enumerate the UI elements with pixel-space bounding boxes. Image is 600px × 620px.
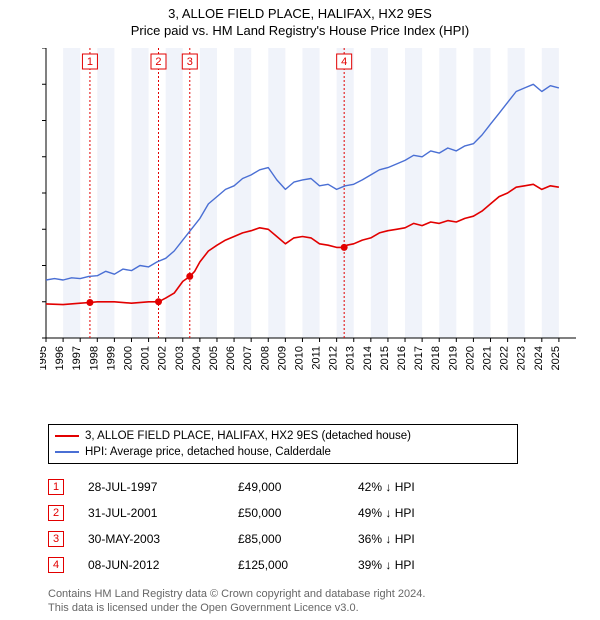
tx-row: 1 28-JUL-1997 £49,000 42% ↓ HPI xyxy=(48,474,600,500)
title-line1: 3, ALLOE FIELD PLACE, HALIFAX, HX2 9ES xyxy=(0,6,600,23)
svg-text:£100K: £100K xyxy=(40,260,41,272)
svg-text:1: 1 xyxy=(87,56,93,68)
svg-text:2011: 2011 xyxy=(311,346,323,370)
svg-text:2009: 2009 xyxy=(276,346,288,370)
svg-text:2017: 2017 xyxy=(413,346,425,370)
svg-text:2020: 2020 xyxy=(464,346,476,370)
tx-row: 2 31-JUL-2001 £50,000 49% ↓ HPI xyxy=(48,500,600,526)
svg-text:2006: 2006 xyxy=(225,346,237,370)
svg-text:2013: 2013 xyxy=(345,346,357,370)
tx-marker-4: 4 xyxy=(48,557,64,573)
tx-row: 4 08-JUN-2012 £125,000 39% ↓ HPI xyxy=(48,552,600,578)
legend-label-hpi: HPI: Average price, detached house, Cald… xyxy=(85,446,331,458)
svg-text:£150K: £150K xyxy=(40,224,41,236)
svg-text:2003: 2003 xyxy=(174,346,186,370)
chart-titles: 3, ALLOE FIELD PLACE, HALIFAX, HX2 9ES P… xyxy=(0,0,600,40)
svg-text:£250K: £250K xyxy=(40,152,41,164)
legend-box: 3, ALLOE FIELD PLACE, HALIFAX, HX2 9ES (… xyxy=(48,424,518,464)
svg-text:2024: 2024 xyxy=(533,346,545,370)
svg-text:2001: 2001 xyxy=(140,346,152,370)
tx-date: 31-JUL-2001 xyxy=(88,506,238,520)
legend-swatch-property xyxy=(55,435,79,437)
svg-text:4: 4 xyxy=(341,56,347,68)
svg-text:£400K: £400K xyxy=(40,48,41,55)
chart-svg: £0£50K£100K£150K£200K£250K£300K£350K£400… xyxy=(40,48,600,428)
svg-text:2010: 2010 xyxy=(293,346,305,370)
svg-text:1998: 1998 xyxy=(88,346,100,370)
svg-text:3: 3 xyxy=(187,56,193,68)
svg-text:1997: 1997 xyxy=(71,346,83,370)
svg-text:£300K: £300K xyxy=(40,115,41,127)
legend-swatch-hpi xyxy=(55,451,79,453)
legend-label-property: 3, ALLOE FIELD PLACE, HALIFAX, HX2 9ES (… xyxy=(85,430,411,442)
svg-text:2005: 2005 xyxy=(208,346,220,370)
svg-text:2002: 2002 xyxy=(157,346,169,370)
tx-pct: 42% ↓ HPI xyxy=(358,480,478,494)
svg-text:2023: 2023 xyxy=(516,346,528,370)
transactions-table: 1 28-JUL-1997 £49,000 42% ↓ HPI 2 31-JUL… xyxy=(48,474,600,578)
tx-marker-3: 3 xyxy=(48,531,64,547)
svg-text:2016: 2016 xyxy=(396,346,408,370)
tx-marker-2: 2 xyxy=(48,505,64,521)
svg-text:2018: 2018 xyxy=(430,346,442,370)
tx-price: £50,000 xyxy=(238,506,358,520)
svg-text:2025: 2025 xyxy=(550,346,562,370)
tx-row: 3 30-MAY-2003 £85,000 36% ↓ HPI xyxy=(48,526,600,552)
svg-text:2021: 2021 xyxy=(482,346,494,370)
svg-text:£350K: £350K xyxy=(40,79,41,91)
footer-line1: Contains HM Land Registry data © Crown c… xyxy=(48,588,600,602)
tx-date: 30-MAY-2003 xyxy=(88,532,238,546)
tx-date: 08-JUN-2012 xyxy=(88,558,238,572)
svg-text:2008: 2008 xyxy=(259,346,271,370)
svg-text:£200K: £200K xyxy=(40,188,41,200)
title-line2: Price paid vs. HM Land Registry's House … xyxy=(0,23,600,40)
svg-text:2019: 2019 xyxy=(447,346,459,370)
tx-date: 28-JUL-1997 xyxy=(88,480,238,494)
tx-price: £49,000 xyxy=(238,480,358,494)
tx-pct: 49% ↓ HPI xyxy=(358,506,478,520)
tx-pct: 39% ↓ HPI xyxy=(358,558,478,572)
tx-price: £85,000 xyxy=(238,532,358,546)
svg-text:2000: 2000 xyxy=(122,346,134,370)
legend-item-hpi: HPI: Average price, detached house, Cald… xyxy=(55,444,511,460)
tx-marker-1: 1 xyxy=(48,479,64,495)
svg-text:£50K: £50K xyxy=(40,297,41,309)
legend-item-property: 3, ALLOE FIELD PLACE, HALIFAX, HX2 9ES (… xyxy=(55,428,511,444)
svg-text:2022: 2022 xyxy=(499,346,511,370)
svg-text:2012: 2012 xyxy=(328,346,340,370)
footer-line2: This data is licensed under the Open Gov… xyxy=(48,602,600,616)
svg-text:2004: 2004 xyxy=(191,346,203,370)
svg-text:1999: 1999 xyxy=(105,346,117,370)
chart-area: £0£50K£100K£150K£200K£250K£300K£350K£400… xyxy=(40,48,600,378)
tx-price: £125,000 xyxy=(238,558,358,572)
svg-text:1996: 1996 xyxy=(54,346,66,370)
svg-text:2: 2 xyxy=(155,56,161,68)
footer-attribution: Contains HM Land Registry data © Crown c… xyxy=(48,588,600,616)
tx-pct: 36% ↓ HPI xyxy=(358,532,478,546)
svg-text:2015: 2015 xyxy=(379,346,391,370)
svg-text:2007: 2007 xyxy=(242,346,254,370)
svg-text:1995: 1995 xyxy=(40,346,49,370)
svg-text:2014: 2014 xyxy=(362,346,374,370)
